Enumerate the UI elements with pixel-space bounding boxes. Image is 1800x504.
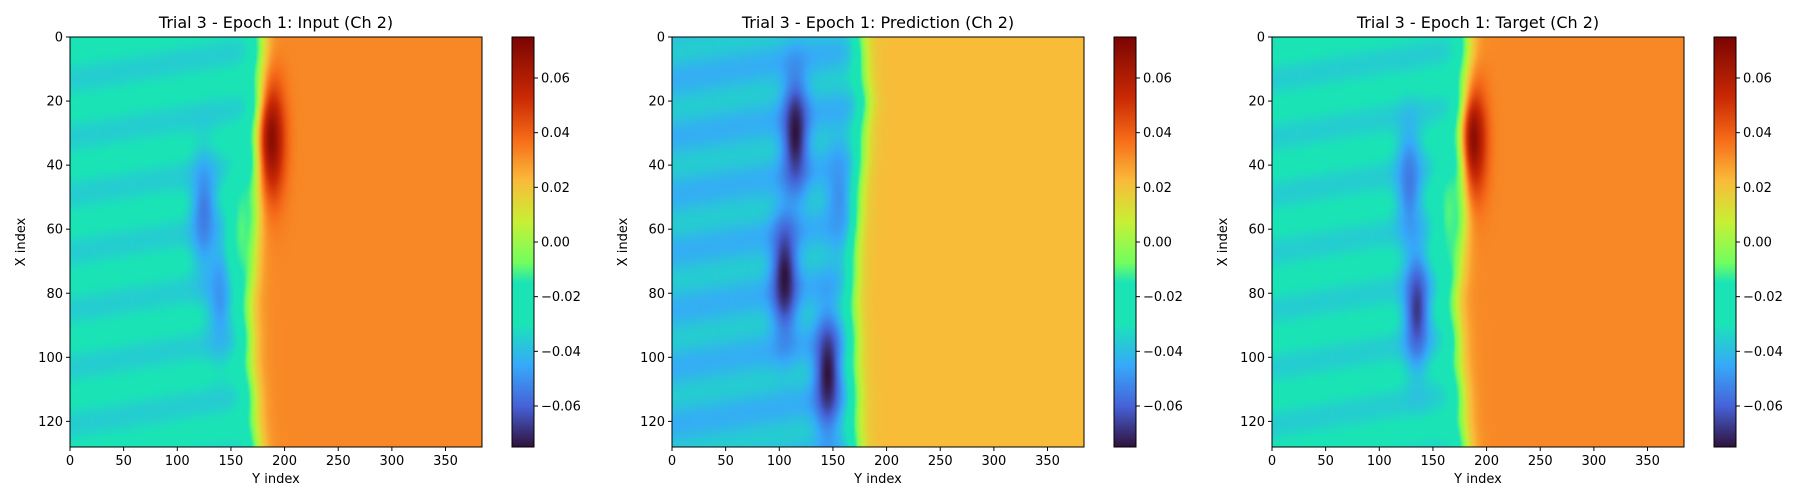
y-tick-label: 40 <box>1248 159 1265 174</box>
colorbar <box>511 36 535 448</box>
y-tick-label: 0 <box>657 31 665 46</box>
y-tick-label: 0 <box>55 31 63 46</box>
colorbar-tick-label: 0.00 <box>1743 236 1772 251</box>
colorbar-tick-label: 0.04 <box>541 126 570 141</box>
colorbar-tick-label: −0.02 <box>541 290 581 305</box>
y-axis-label: X index <box>1216 217 1231 266</box>
x-tick-label: 100 <box>165 454 190 469</box>
y-tick-label: 120 <box>1240 415 1265 430</box>
y-tick-label: 80 <box>46 287 63 302</box>
y-tick-label: 60 <box>46 223 63 238</box>
x-tick-label: 250 <box>1528 454 1553 469</box>
x-tick-label: 300 <box>379 454 404 469</box>
y-axis-label: X index <box>616 217 631 266</box>
x-tick-label: 300 <box>981 454 1006 469</box>
x-tick-label: 100 <box>1367 454 1392 469</box>
chart-title: Trial 3 - Epoch 1: Input (Ch 2) <box>158 13 393 32</box>
x-tick-label: 150 <box>821 454 846 469</box>
heatmap-panel: Trial 3 - Epoch 1: Prediction (Ch 2) 0 50 1… <box>616 13 1183 487</box>
colorbar-tick-label: −0.04 <box>541 345 581 360</box>
colorbar-tick-label: 0.02 <box>1143 181 1172 196</box>
x-tick-label: 300 <box>1581 454 1606 469</box>
x-tick-label: 350 <box>433 454 458 469</box>
plot-frame <box>69 36 483 448</box>
colorbar-tick-label: 0.04 <box>1143 126 1172 141</box>
colorbar <box>1713 36 1737 448</box>
colorbar-tick-label: 0.02 <box>1743 181 1772 196</box>
x-axis-label: Y index <box>853 472 902 487</box>
y-tick-label: 40 <box>648 159 665 174</box>
y-tick-label: 100 <box>1240 351 1265 366</box>
colorbar-tick-label: 0.02 <box>541 181 570 196</box>
colorbar-tick-label: 0.06 <box>1743 72 1772 87</box>
y-tick-label: 120 <box>38 415 63 430</box>
x-tick-label: 250 <box>326 454 351 469</box>
x-axis-label: Y index <box>251 472 300 487</box>
heatmap-image <box>70 37 482 447</box>
y-tick-label: 20 <box>46 95 63 110</box>
y-tick-label: 60 <box>648 223 665 238</box>
x-tick-label: 200 <box>1474 454 1499 469</box>
colorbar-tick-label: −0.06 <box>1143 400 1183 415</box>
chart-title: Trial 3 - Epoch 1: Prediction (Ch 2) <box>741 13 1014 32</box>
x-tick-label: 200 <box>272 454 297 469</box>
heatmap-panel: Trial 3 - Epoch 1: Input (Ch 2) 0 50 100 150… <box>14 13 581 487</box>
colorbar <box>1113 36 1137 448</box>
colorbar-tick-label: −0.02 <box>1143 290 1183 305</box>
colorbar-tick-label: −0.04 <box>1143 345 1183 360</box>
y-tick-label: 60 <box>1248 223 1265 238</box>
x-axis-label: Y index <box>1453 472 1502 487</box>
x-tick-label: 100 <box>767 454 792 469</box>
x-tick-label: 150 <box>1421 454 1446 469</box>
y-tick-label: 20 <box>648 95 665 110</box>
x-tick-label: 0 <box>1268 454 1276 469</box>
plot-frame <box>1271 36 1685 448</box>
colorbar-tick-label: 0.06 <box>541 72 570 87</box>
y-tick-label: 80 <box>648 287 665 302</box>
colorbar-tick-label: −0.04 <box>1743 345 1783 360</box>
x-tick-label: 50 <box>1317 454 1334 469</box>
colorbar-tick-label: 0.04 <box>1743 126 1772 141</box>
x-tick-label: 50 <box>115 454 132 469</box>
plot-frame <box>671 36 1085 448</box>
heatmap-image <box>1272 37 1684 447</box>
y-tick-label: 120 <box>640 415 665 430</box>
y-tick-label: 0 <box>1257 31 1265 46</box>
x-tick-label: 350 <box>1635 454 1660 469</box>
colorbar-tick-label: 0.06 <box>1143 72 1172 87</box>
y-tick-label: 40 <box>46 159 63 174</box>
x-tick-label: 50 <box>717 454 734 469</box>
heatmap-image <box>672 37 1084 447</box>
colorbar-tick-label: −0.06 <box>1743 400 1783 415</box>
heatmap-panel: Trial 3 - Epoch 1: Target (Ch 2) 0 50 100 15… <box>1216 13 1783 487</box>
colorbar-tick-label: 0.00 <box>541 236 570 251</box>
y-axis-label: X index <box>14 217 29 266</box>
x-tick-label: 0 <box>668 454 676 469</box>
y-tick-label: 100 <box>38 351 63 366</box>
colorbar-tick-label: −0.06 <box>541 400 581 415</box>
x-tick-label: 200 <box>874 454 899 469</box>
x-tick-label: 150 <box>219 454 244 469</box>
colorbar-tick-label: 0.00 <box>1143 236 1172 251</box>
x-tick-label: 0 <box>66 454 74 469</box>
chart-title: Trial 3 - Epoch 1: Target (Ch 2) <box>1356 13 1599 32</box>
x-tick-label: 350 <box>1035 454 1060 469</box>
y-tick-label: 20 <box>1248 95 1265 110</box>
y-tick-label: 80 <box>1248 287 1265 302</box>
y-tick-label: 100 <box>640 351 665 366</box>
colorbar-tick-label: −0.02 <box>1743 290 1783 305</box>
x-tick-label: 250 <box>928 454 953 469</box>
